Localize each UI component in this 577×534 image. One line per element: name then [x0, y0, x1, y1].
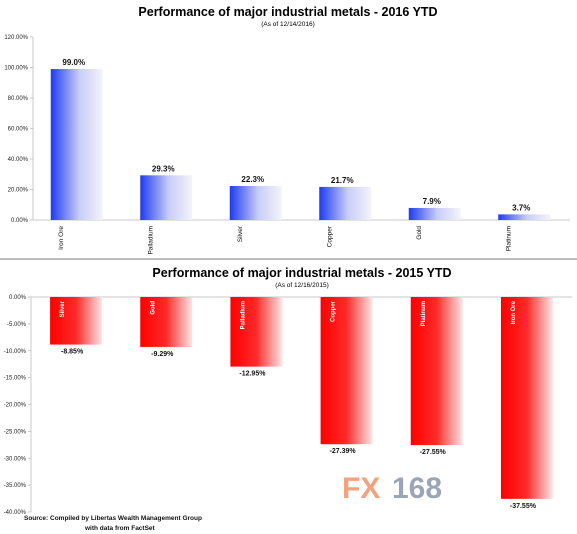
top-chart-bars: 99.0% Iron Ore 29.3% Palladium 22.3% Silver 21… [50, 58, 551, 255]
bottom-y-tick-label: -15.00% [4, 376, 27, 382]
bottom-chart: Performance of major industrial metals -… [4, 266, 572, 516]
top-bar-silver [229, 185, 282, 220]
bottom-category-label-silver: Silver [60, 300, 66, 317]
top-category-label-iron-ore: Iron Ore [58, 226, 65, 250]
top-bar-gold [408, 207, 461, 220]
top-data-label-palladium: 29.3% [152, 164, 175, 173]
bottom-chart-title: Performance of major industrial metals -… [152, 266, 451, 280]
top-chart-axes: 0.00% 20.00% 40.00% 60.00% 80.00% 100.00% 120.… [4, 35, 570, 224]
bottom-bar-copper [320, 297, 373, 445]
bottom-category-label-iron-ore: Iron Ore [511, 300, 517, 324]
top-data-label-copper: 21.7% [331, 176, 354, 185]
bottom-y-tick-label: -10.00% [4, 349, 27, 355]
top-chart-title: Performance of major industrial metals -… [138, 5, 437, 19]
bottom-bar-palladium [230, 297, 283, 367]
top-y-tick-label: 60.00% [8, 127, 29, 133]
bottom-y-tick-label: -40.00% [4, 510, 27, 516]
bottom-data-label-copper: -27.39% [330, 448, 357, 455]
top-bar-palladium [140, 175, 193, 220]
top-data-label-silver: 22.3% [241, 175, 264, 184]
bottom-data-label-iron-ore: -37.55% [510, 503, 537, 510]
bottom-data-label-platinum: -27.55% [420, 449, 447, 456]
top-data-label-gold: 7.9% [423, 197, 441, 206]
bottom-category-label-platinum: Platinum [421, 301, 427, 326]
bottom-bar-platinum [410, 297, 463, 446]
top-y-tick-label: 40.00% [8, 157, 29, 163]
bottom-data-label-gold: -9.29% [151, 351, 174, 358]
top-bar-platinum [498, 214, 551, 220]
source-line-1: Source: Compiled by Libertas Wealth Mana… [24, 515, 202, 522]
bottom-category-label-copper: Copper [331, 300, 337, 322]
top-chart: Performance of major industrial metals -… [4, 5, 570, 255]
bottom-chart-subtitle: (As of 12/16/2015) [275, 282, 328, 289]
source-line-2: with data from FactSet [84, 525, 156, 532]
top-category-label-palladium: Palladium [147, 226, 154, 255]
top-category-label-platinum: Platinum [505, 226, 512, 251]
bottom-bar-gold [140, 297, 193, 347]
bottom-chart-axes: 0.00% -5.00% -10.00% -15.00% -20.00% -25.00% -… [4, 295, 572, 516]
bottom-y-tick-label: 0.00% [9, 295, 27, 301]
top-y-tick-label: 80.00% [8, 96, 29, 102]
bottom-y-tick-label: -20.00% [4, 403, 27, 409]
top-y-tick-label: 100.00% [4, 66, 28, 72]
bottom-data-label-palladium: -12.95% [239, 371, 266, 378]
bottom-bar-iron-ore [500, 297, 553, 499]
top-category-label-silver: Silver [237, 225, 244, 242]
top-y-tick-label: 20.00% [8, 188, 29, 194]
bottom-y-tick-label: -35.00% [4, 483, 27, 489]
top-category-label-copper: Copper [326, 225, 333, 247]
bottom-y-tick-label: -25.00% [4, 429, 27, 435]
bottom-bar-silver [50, 297, 103, 345]
top-y-tick-label: 120.00% [4, 35, 28, 41]
top-category-label-gold: Gold [416, 226, 423, 240]
top-bar-iron-ore [50, 69, 103, 221]
top-y-tick-label: 0.00% [11, 218, 29, 224]
top-data-label-platinum: 3.7% [512, 203, 530, 212]
watermark-number: 168 [392, 472, 442, 505]
bottom-category-label-gold: Gold [150, 301, 156, 315]
top-data-label-iron-ore: 99.0% [62, 58, 85, 67]
fx168-watermark-logo: FX 168 [342, 472, 442, 505]
top-bar-copper [319, 186, 372, 220]
bottom-y-tick-label: -5.00% [7, 322, 27, 328]
bottom-category-label-palladium: Palladium [240, 301, 246, 329]
bottom-y-tick-label: -30.00% [4, 456, 27, 462]
bottom-chart-bars: -8.85% Silver -9.29% Gold -12.95% Palladium -2… [50, 297, 553, 510]
top-chart-subtitle: (As of 12/14/2016) [261, 21, 314, 28]
watermark-prefix: FX [342, 472, 380, 505]
bottom-data-label-silver: -8.85% [61, 349, 84, 356]
